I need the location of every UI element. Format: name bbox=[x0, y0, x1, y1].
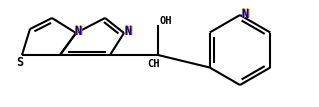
Text: N: N bbox=[124, 25, 131, 37]
Text: N: N bbox=[241, 7, 249, 20]
Text: S: S bbox=[17, 56, 24, 68]
Text: N: N bbox=[74, 25, 81, 37]
Text: N: N bbox=[74, 25, 82, 38]
Text: N: N bbox=[241, 7, 248, 21]
Text: N: N bbox=[75, 25, 82, 37]
Text: N: N bbox=[241, 7, 249, 21]
Text: N: N bbox=[125, 25, 132, 37]
Text: N: N bbox=[124, 24, 131, 37]
Text: N: N bbox=[242, 7, 249, 21]
Text: CH: CH bbox=[148, 59, 160, 69]
Text: N: N bbox=[74, 24, 82, 37]
Text: N: N bbox=[124, 25, 131, 37]
Text: N: N bbox=[241, 8, 249, 21]
Text: N: N bbox=[74, 25, 82, 37]
Text: OH: OH bbox=[160, 16, 172, 26]
Text: N: N bbox=[124, 25, 131, 38]
